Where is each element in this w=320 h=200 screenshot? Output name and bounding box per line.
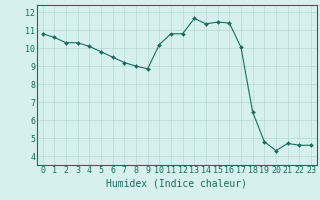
X-axis label: Humidex (Indice chaleur): Humidex (Indice chaleur): [106, 178, 247, 188]
